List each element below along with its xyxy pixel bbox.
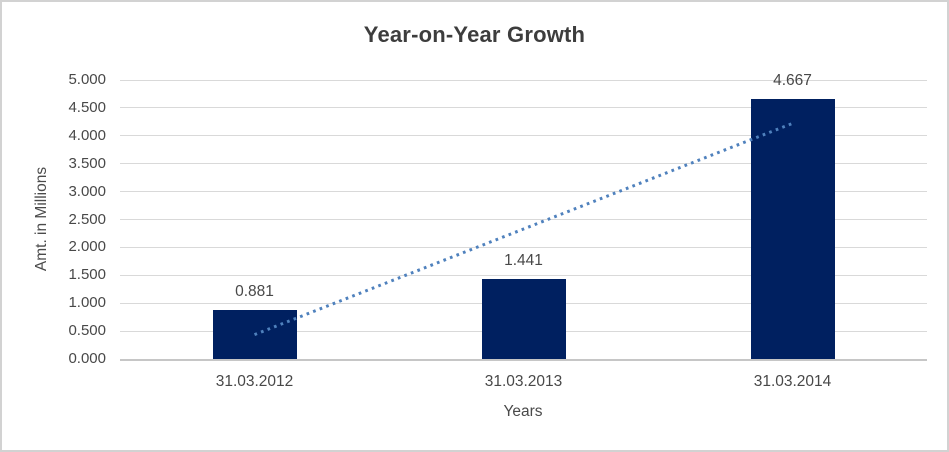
gridline <box>120 274 927 276</box>
y-tick-label: 5.000 <box>68 71 106 88</box>
bar-data-label: 1.441 <box>504 251 543 269</box>
x-tick-label: 31.03.2014 <box>753 373 832 390</box>
y-tick-label: 4.500 <box>68 98 106 116</box>
y-tick-label: 4.000 <box>68 126 106 144</box>
y-tick-label: 3.500 <box>68 154 106 172</box>
gridline <box>120 246 927 248</box>
bar <box>481 278 566 359</box>
y-tick-label: 2.000 <box>68 238 106 256</box>
y-tick-label: 2.500 <box>68 210 106 228</box>
gridline <box>120 79 927 81</box>
gridline <box>120 163 927 165</box>
chart-title: Year-on-Year Growth <box>363 22 586 47</box>
bar <box>750 98 835 359</box>
gridline <box>120 219 927 220</box>
trendline <box>253 121 794 337</box>
x-axis-title: Years <box>503 403 543 420</box>
plot-area: 0.881 1.441 4.667 <box>120 72 927 361</box>
x-tick-label: 31.03.2012 <box>215 373 294 390</box>
gridline <box>120 135 927 137</box>
y-tick-label: 1.000 <box>68 294 106 312</box>
bar-data-label: 4.667 <box>773 71 812 89</box>
x-axis-line <box>120 359 927 361</box>
y-tick-label: 0.000 <box>68 350 106 367</box>
gridline <box>120 191 927 193</box>
x-tick-label: 31.03.2013 <box>484 373 563 390</box>
bar-data-label: 0.881 <box>235 282 274 300</box>
y-tick-label: 3.000 <box>68 182 106 200</box>
y-tick-label: 1.500 <box>68 266 106 284</box>
y-tick-label: 0.500 <box>68 322 106 340</box>
gridline <box>120 107 927 109</box>
